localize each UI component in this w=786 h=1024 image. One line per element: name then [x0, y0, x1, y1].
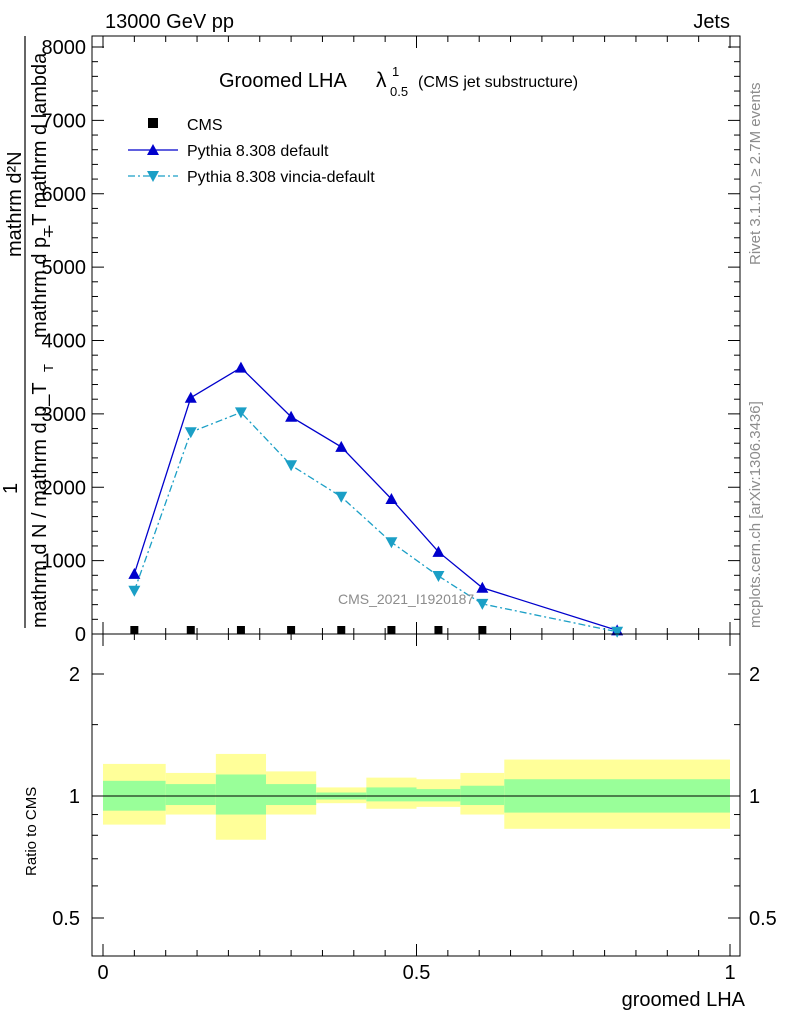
ratio-band-inner — [366, 787, 417, 802]
ratio-band-inner — [165, 784, 216, 806]
data-point-pythia-vincia — [335, 491, 348, 503]
y-label-denominator-top: 1 — [0, 483, 22, 494]
legend-entry-pythia-vincia: Pythia 8.308 vincia-default — [128, 169, 375, 186]
legend-marker-pythia-default — [147, 144, 159, 155]
ratio-y-tick-label-right: 2 — [749, 664, 760, 686]
main-y-tick-label: 3000 — [42, 404, 87, 426]
main-y-tick-label: 2000 — [42, 477, 87, 499]
ratio-axis-ticks — [92, 634, 740, 956]
data-point-pythia-default — [476, 581, 489, 593]
analysis-watermark: CMS_2021_I1920187 — [338, 591, 474, 607]
data-point-cms — [236, 626, 245, 634]
ratio-band-inner — [416, 789, 461, 802]
chart-title-text: Groomed LHA — [219, 70, 347, 92]
chart-title-symbol: λ — [376, 69, 387, 92]
ratio-y-tick-label-right: 1 — [749, 786, 760, 808]
data-point-cms — [387, 626, 396, 634]
data-point-pythia-vincia — [285, 460, 298, 472]
data-point-pythia-default — [128, 567, 141, 579]
legend: CMS Pythia 8.308 default Pythia 8.308 vi… — [128, 117, 375, 186]
main-y-tick-label: 4000 — [42, 331, 87, 353]
y-label-denominator: mathrm d N / mathrm d p_T — [29, 382, 51, 628]
main-y-tick-label: 5000 — [42, 257, 87, 279]
legend-label-cms: CMS — [187, 117, 223, 134]
data-point-cms — [186, 626, 195, 634]
main-series — [128, 361, 624, 638]
legend-marker-pythia-vincia — [147, 171, 159, 182]
data-point-pythia-vincia — [128, 585, 141, 597]
ratio-y-tick-label-right: 0.5 — [749, 908, 777, 930]
data-point-pythia-vincia — [611, 626, 624, 638]
x-tick-label: 0 — [97, 962, 108, 984]
y-label-denominator-sub: T — [41, 364, 56, 372]
data-point-pythia-default — [335, 440, 348, 452]
ratio-frame — [91, 633, 741, 957]
data-point-cms — [130, 626, 139, 634]
x-tick-label: 0.5 — [403, 962, 431, 984]
data-point-cms — [287, 626, 296, 634]
data-point-pythia-default — [285, 410, 298, 422]
data-point-cms — [478, 626, 487, 634]
mcplots-label: mcplots.cern.ch [arXiv:1306.3436] — [747, 401, 764, 628]
chart-title-suffix: (CMS jet substructure) — [418, 74, 578, 91]
legend-label-pythia-vincia: Pythia 8.308 vincia-default — [187, 169, 375, 186]
header-right-label: Jets — [693, 11, 730, 33]
data-point-pythia-default — [432, 545, 445, 557]
data-point-pythia-vincia — [234, 407, 247, 419]
main-tick-labels: 0 1000 2000 3000 4000 5000 6000 7000 8000 — [42, 37, 87, 646]
ratio-y-tick-label: 1 — [69, 786, 80, 808]
main-y-axis-label: mathrm d²N mathrm d p_T mathrm d lambda … — [0, 36, 56, 628]
data-point-pythia-default — [234, 361, 247, 373]
chart-title: Groomed LHA λ 1 0.5 (CMS jet substructur… — [219, 64, 578, 99]
legend-marker-cms — [148, 118, 158, 128]
data-point-cms — [434, 626, 443, 634]
legend-entry-cms: CMS — [148, 117, 223, 134]
ratio-y-axis-label: Ratio to CMS — [23, 787, 40, 876]
chart-title-superscript: 1 — [392, 64, 399, 79]
y-label-numerator-lower: mathrm d p_T mathrm d lambda — [29, 52, 51, 338]
y-label-numerator-sub: T — [41, 228, 56, 236]
ratio-tick-labels: 0.5 0.5 1 1 2 2 0 0.5 1 — [52, 664, 777, 984]
y-label-numerator: mathrm d²N — [4, 151, 26, 257]
data-point-pythia-default — [184, 391, 197, 403]
x-axis-label: groomed LHA — [622, 989, 746, 1011]
data-point-cms — [337, 626, 346, 634]
main-y-tick-label: 6000 — [42, 184, 87, 206]
main-y-tick-label: 1000 — [42, 551, 87, 573]
series-line-pythia-vincia — [133, 411, 618, 633]
rivet-version-label: Rivet 3.1.10, ≥ 2.7M events — [747, 83, 764, 266]
ratio-band-inner — [460, 785, 505, 806]
main-y-tick-label: 7000 — [42, 110, 87, 132]
data-point-pythia-default — [385, 492, 398, 504]
data-point-pythia-vincia — [432, 571, 445, 583]
main-y-tick-label: 8000 — [42, 37, 87, 59]
ratio-panel: 0.5 0.5 1 1 2 2 0 0.5 1 Ratio to CMS groomed LHA — [23, 633, 777, 1011]
ratio-y-tick-label: 2 — [69, 664, 80, 686]
ratio-band-inner — [266, 784, 317, 806]
data-point-pythia-vincia — [184, 427, 197, 439]
main-panel: 0 1000 2000 3000 4000 5000 6000 7000 8000 Groome… — [0, 35, 741, 646]
ratio-bands — [103, 753, 730, 840]
x-tick-label: 1 — [724, 962, 735, 984]
legend-entry-pythia-default: Pythia 8.308 default — [128, 143, 329, 160]
main-y-tick-label: 0 — [75, 624, 86, 646]
ratio-y-tick-label: 0.5 — [52, 908, 80, 930]
legend-label-pythia-default: Pythia 8.308 default — [187, 143, 329, 160]
ratio-band-inner — [215, 774, 267, 815]
data-point-pythia-vincia — [385, 537, 398, 549]
chart-title-subscript: 0.5 — [390, 84, 408, 99]
header-left-label: 13000 GeV pp — [105, 11, 234, 33]
main-axis-ticks — [92, 36, 740, 635]
data-point-pythia-vincia — [476, 598, 489, 610]
